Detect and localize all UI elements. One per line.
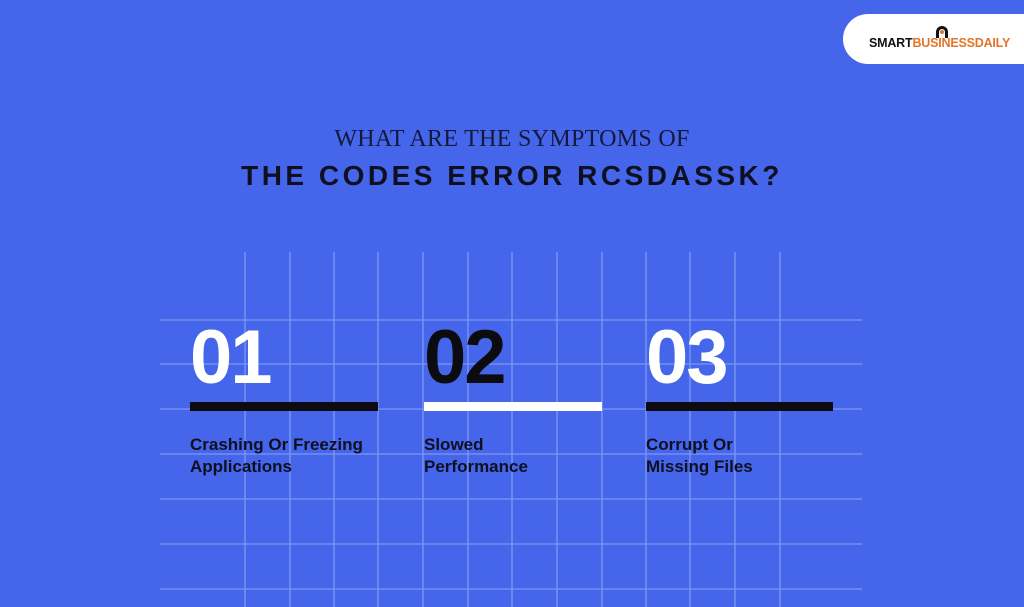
title-line: THE CODES ERROR RCSDASSK?: [241, 160, 783, 191]
logo-first: SMART: [869, 36, 913, 50]
title-line: WHAT ARE THE SYMPTOMS OF: [334, 126, 690, 152]
item-number: 03: [646, 315, 729, 400]
item-label: Slowed: [424, 435, 484, 454]
item-label: Missing Files: [646, 457, 753, 476]
logo[interactable]: SMARTBUSINESSDAILY: [843, 14, 1024, 64]
item-label: Performance: [424, 457, 528, 476]
item-label: Corrupt Or: [646, 435, 733, 454]
logo-icon: [936, 26, 948, 38]
logo-second: BUSINESSDAILY: [912, 36, 1011, 50]
item-number: 01: [190, 315, 273, 400]
item-label: Applications: [190, 457, 293, 476]
item-number: 02: [424, 315, 507, 400]
item-label: Crashing Or Freezing: [190, 435, 363, 454]
item-bar: [424, 402, 602, 411]
logo-text: SMARTBUSINESSDAILY: [869, 36, 1010, 50]
item-bar: [646, 402, 833, 411]
item-bar: [190, 402, 378, 411]
